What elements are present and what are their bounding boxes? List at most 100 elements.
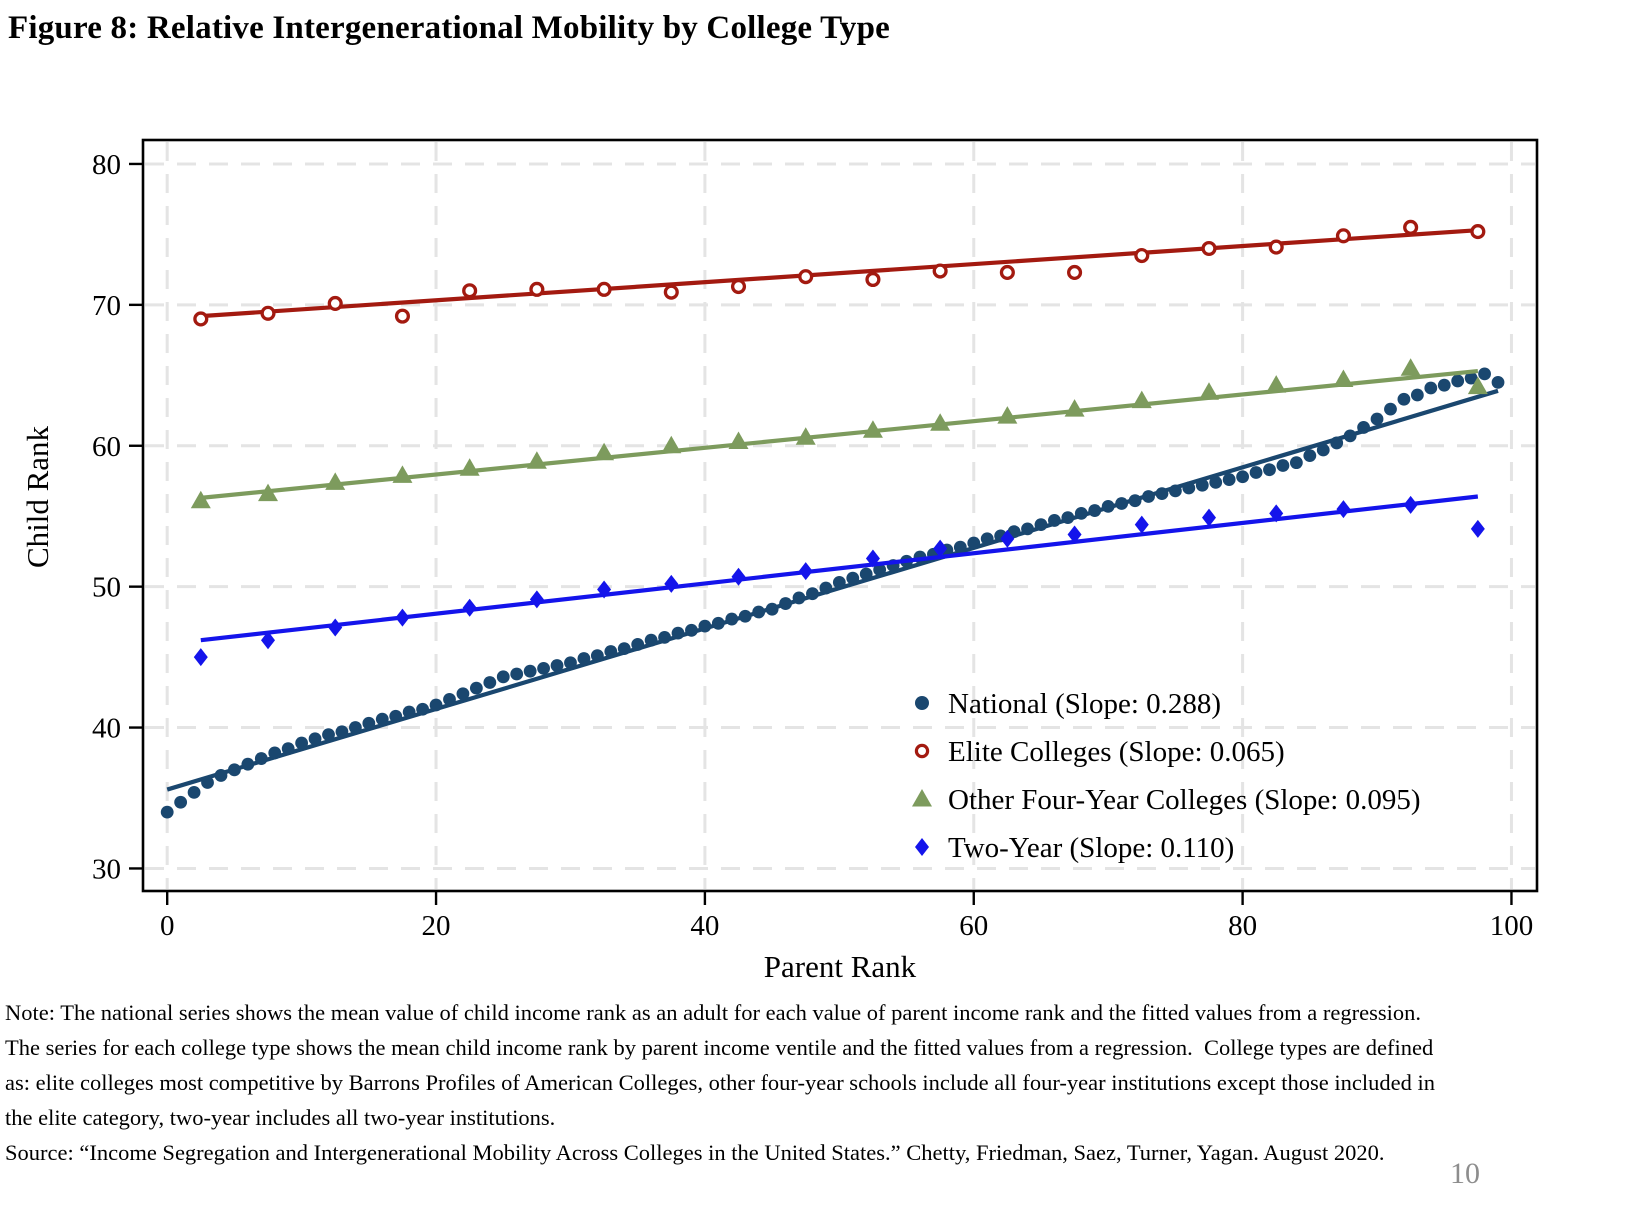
point-marker bbox=[1403, 495, 1418, 514]
point-marker bbox=[392, 465, 413, 483]
point-marker bbox=[779, 597, 792, 610]
point-marker bbox=[1034, 518, 1048, 532]
point-marker bbox=[362, 716, 376, 730]
point-marker bbox=[798, 269, 814, 285]
legend-label: Other Four-Year Colleges (Slope: 0.095) bbox=[948, 784, 1421, 816]
point-marker bbox=[1478, 367, 1491, 381]
point-marker bbox=[456, 687, 470, 701]
figure-title: Figure 8: Relative Intergenerational Mob… bbox=[8, 10, 890, 46]
point-marker bbox=[394, 308, 410, 324]
plot-frame bbox=[141, 138, 1539, 893]
point-marker bbox=[999, 264, 1015, 280]
point-marker bbox=[193, 311, 209, 327]
point-marker bbox=[664, 574, 679, 593]
legend-label: National (Slope: 0.288) bbox=[948, 688, 1221, 720]
point-marker bbox=[596, 281, 612, 297]
legend: National (Slope: 0.288) Elite Colleges (S… bbox=[912, 688, 1421, 864]
point-marker bbox=[967, 536, 981, 550]
point-marker bbox=[193, 648, 208, 667]
point-marker bbox=[1155, 487, 1169, 501]
point-marker bbox=[469, 681, 483, 695]
point-marker bbox=[590, 649, 604, 663]
point-marker bbox=[832, 576, 846, 589]
point-marker bbox=[865, 549, 880, 568]
point-marker bbox=[792, 591, 806, 605]
point-marker bbox=[1289, 456, 1303, 470]
point-marker bbox=[335, 725, 349, 739]
point-marker bbox=[698, 619, 712, 633]
axis-ticks bbox=[129, 162, 1513, 905]
y-tick-label: 70 bbox=[92, 290, 121, 322]
point-marker bbox=[859, 567, 873, 581]
series-two-year bbox=[193, 494, 1485, 667]
point-marker bbox=[537, 661, 550, 675]
point-marker bbox=[661, 435, 682, 454]
source-line: Source: “Income Segregation and Intergen… bbox=[5, 1140, 1385, 1165]
point-marker bbox=[1236, 470, 1250, 484]
point-marker bbox=[846, 571, 860, 585]
point-marker bbox=[728, 431, 749, 450]
note-line-3: as: elite colleges most competitive by B… bbox=[5, 1070, 1435, 1095]
point-marker bbox=[348, 721, 362, 734]
x-tick-label: 100 bbox=[1490, 910, 1534, 942]
point-marker bbox=[529, 281, 545, 297]
point-marker bbox=[187, 785, 201, 799]
point-marker bbox=[873, 563, 887, 577]
point-marker bbox=[658, 630, 671, 644]
point-marker bbox=[550, 659, 564, 672]
point-marker bbox=[260, 305, 276, 321]
point-marker bbox=[389, 709, 403, 723]
point-marker bbox=[1134, 515, 1149, 534]
point-marker bbox=[997, 406, 1018, 424]
point-marker bbox=[862, 420, 883, 438]
x-tick-label: 60 bbox=[959, 910, 988, 942]
point-marker bbox=[953, 540, 967, 554]
fit-line bbox=[200, 228, 1478, 319]
x-tick-label: 0 bbox=[160, 910, 175, 942]
point-marker bbox=[597, 580, 612, 599]
point-marker bbox=[322, 728, 335, 742]
series-national bbox=[160, 367, 1505, 819]
note-line-4: the elite category, two-year includes al… bbox=[5, 1105, 556, 1130]
point-marker bbox=[483, 676, 497, 689]
point-marker bbox=[1263, 463, 1276, 477]
point-marker bbox=[160, 805, 174, 819]
point-marker bbox=[462, 283, 478, 299]
point-marker bbox=[1370, 412, 1384, 426]
point-marker bbox=[1268, 239, 1284, 255]
point-marker bbox=[1437, 378, 1451, 392]
legend-label: Two-Year (Slope: 0.110) bbox=[948, 832, 1234, 864]
y-tick-label: 50 bbox=[92, 572, 121, 604]
point-marker bbox=[798, 562, 813, 581]
point-marker bbox=[1400, 358, 1421, 376]
point-marker bbox=[933, 539, 948, 558]
legend-label: Elite Colleges (Slope: 0.065) bbox=[948, 736, 1285, 768]
point-marker bbox=[459, 458, 480, 476]
point-marker bbox=[1061, 511, 1075, 525]
point-marker bbox=[1195, 478, 1209, 492]
point-marker bbox=[644, 633, 658, 647]
fit-line bbox=[166, 388, 1499, 792]
point-marker bbox=[1467, 376, 1488, 395]
point-marker bbox=[1276, 459, 1290, 472]
point-marker bbox=[577, 652, 591, 665]
note-line-1: Note: The national series shows the mean… bbox=[5, 1000, 1421, 1025]
point-marker bbox=[1424, 381, 1438, 395]
y-axis-title: Child Rank bbox=[20, 425, 55, 568]
point-marker bbox=[1316, 443, 1330, 457]
point-marker bbox=[1201, 240, 1217, 257]
point-marker bbox=[523, 664, 537, 678]
point-marker bbox=[529, 590, 544, 609]
point-marker bbox=[1491, 375, 1505, 389]
point-marker bbox=[295, 736, 309, 750]
point-marker bbox=[1269, 504, 1284, 523]
point-marker bbox=[617, 642, 631, 656]
y-tick-label: 80 bbox=[92, 149, 121, 181]
point-marker bbox=[416, 702, 430, 716]
point-marker bbox=[731, 567, 746, 586]
point-marker bbox=[1410, 388, 1424, 402]
point-marker bbox=[671, 626, 685, 640]
point-marker bbox=[1182, 481, 1196, 495]
fit-line bbox=[200, 494, 1479, 643]
legend-marker-national bbox=[915, 696, 929, 710]
